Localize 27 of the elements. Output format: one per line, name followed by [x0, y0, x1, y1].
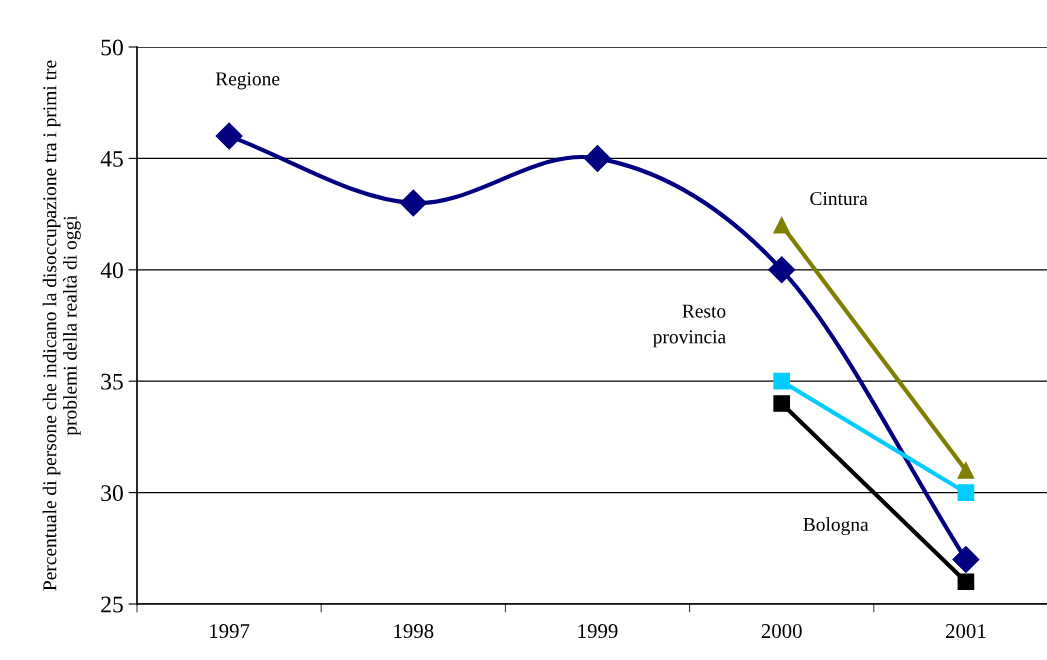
point	[957, 461, 975, 479]
text: Resto provincia	[653, 304, 726, 348]
y-tick-label: 25	[101, 596, 123, 613]
point	[215, 122, 243, 150]
y-axis-title: Percentuale di persone che indicano la disoccupazione tra i primi tre problemi della realtà di oggi	[42, 60, 81, 591]
point	[952, 545, 980, 573]
x-tick-label: 1999	[578, 624, 618, 639]
series-label: Cintura	[810, 192, 868, 206]
y-tick-label: 40	[100, 262, 123, 279]
point	[773, 372, 791, 390]
y-tick-label: 45	[100, 151, 123, 167]
y-tick-label: 30	[101, 485, 123, 502]
series-label: Regione	[215, 72, 280, 90]
point	[957, 573, 975, 591]
point	[773, 216, 791, 234]
x-tick-label: 2001	[945, 624, 986, 639]
point	[957, 484, 975, 501]
series-label: Bologna	[803, 517, 869, 536]
point	[584, 144, 611, 172]
y-tick-label: 35	[101, 373, 123, 390]
y-tick-label: 50	[101, 39, 123, 56]
x-tick-label: 1998	[394, 624, 434, 639]
point	[768, 256, 796, 284]
point	[773, 395, 791, 412]
x-tick-label: 2000	[761, 624, 802, 639]
x-tick-label: 1997	[210, 624, 250, 639]
point	[399, 189, 427, 217]
